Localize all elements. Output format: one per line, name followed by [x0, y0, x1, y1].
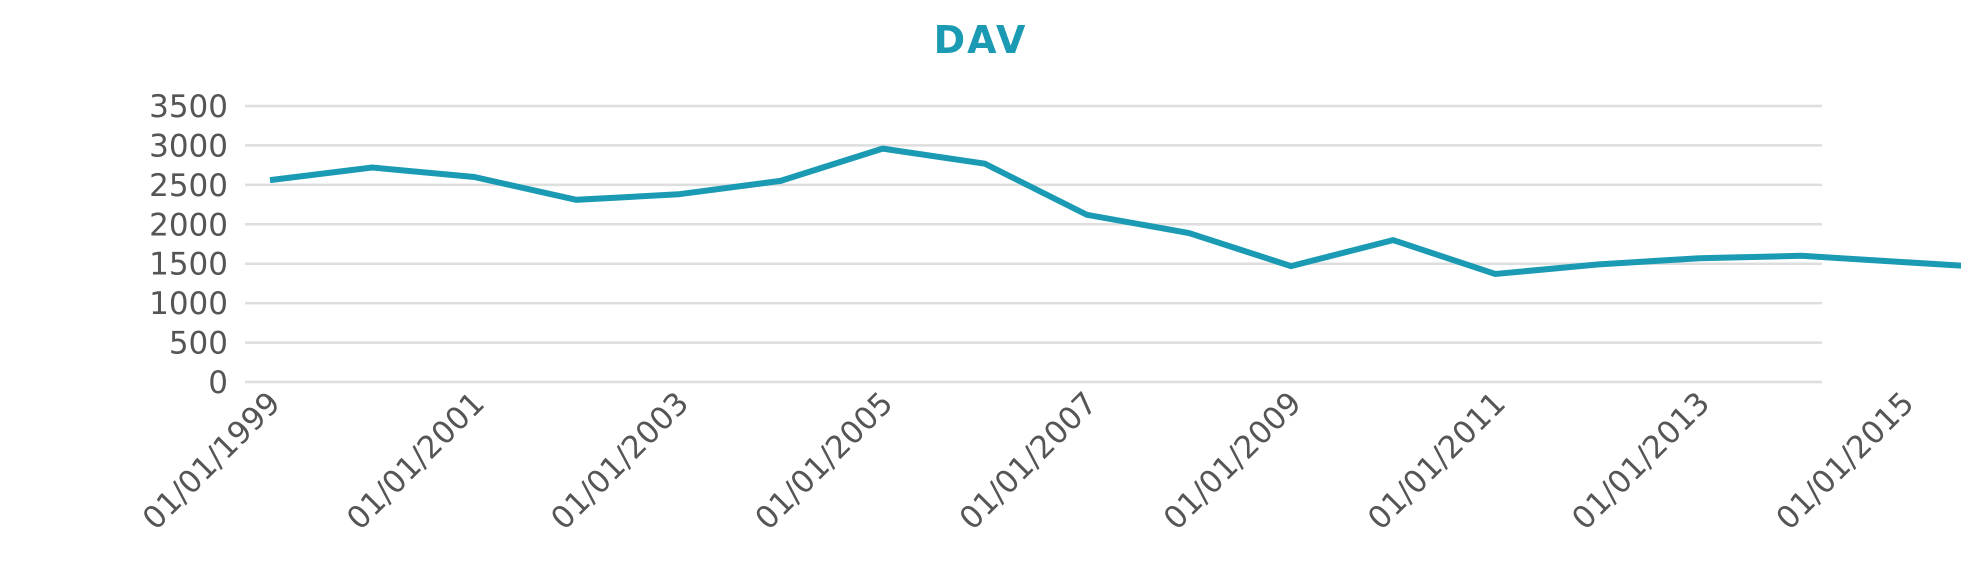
x-tick-label: 01/01/2011	[1361, 385, 1513, 537]
chart-title: DAV	[933, 18, 1028, 62]
y-tick-label: 0	[208, 365, 228, 401]
x-tick-label: 01/01/2007	[953, 385, 1105, 537]
y-tick-label: 1000	[149, 286, 228, 322]
x-tick-label: 01/01/2001	[340, 385, 492, 537]
y-tick-label: 1500	[149, 247, 228, 283]
y-tick-label: 2000	[149, 207, 228, 243]
y-tick-label: 2500	[149, 168, 228, 204]
y-tick-label: 3000	[149, 128, 228, 164]
x-tick-label: 01/01/2009	[1157, 385, 1309, 537]
x-tick-label: 01/01/2015	[1769, 385, 1921, 537]
x-tick-label: 01/01/2005	[748, 385, 900, 537]
x-tick-label: 01/01/2013	[1565, 385, 1717, 537]
x-tick-label: 01/01/2003	[544, 385, 696, 537]
y-tick-label: 500	[169, 326, 228, 362]
x-tick-label: 01/01/1999	[136, 385, 288, 537]
y-tick-label: 3500	[149, 89, 228, 125]
historical-series-line	[269, 145, 1961, 278]
